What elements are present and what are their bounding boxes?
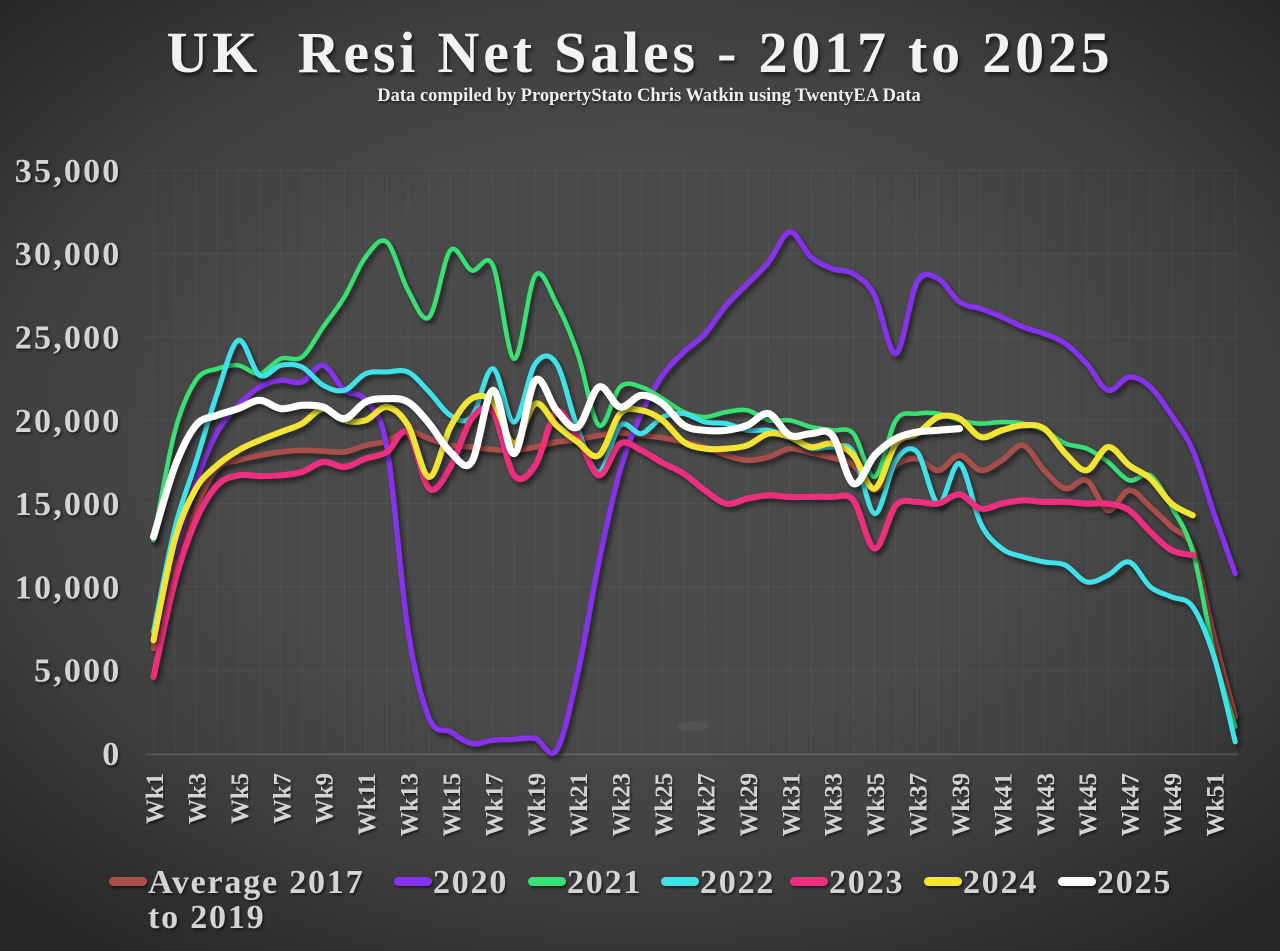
svg-text:2020: 2020 <box>433 864 508 901</box>
svg-text:Wk31: Wk31 <box>778 773 805 836</box>
svg-text:25,000: 25,000 <box>15 320 122 357</box>
svg-text:Wk17: Wk17 <box>481 773 508 836</box>
svg-text:20,000: 20,000 <box>15 403 122 440</box>
svg-text:2021: 2021 <box>567 864 642 901</box>
svg-text:15,000: 15,000 <box>15 486 122 523</box>
svg-text:Wk25: Wk25 <box>651 773 678 836</box>
svg-text:Wk49: Wk49 <box>1160 773 1187 836</box>
svg-text:2022: 2022 <box>700 864 775 901</box>
svg-text:Wk27: Wk27 <box>694 773 721 836</box>
svg-text:2023: 2023 <box>829 864 904 901</box>
svg-text:Wk3: Wk3 <box>184 773 211 824</box>
svg-text:2025: 2025 <box>1097 864 1172 901</box>
svg-text:Wk41: Wk41 <box>990 773 1017 836</box>
svg-text:10,000: 10,000 <box>15 569 122 606</box>
svg-text:0: 0 <box>102 736 121 773</box>
svg-text:Wk15: Wk15 <box>439 773 466 836</box>
svg-text:Wk45: Wk45 <box>1075 773 1102 836</box>
svg-text:Wk39: Wk39 <box>948 773 975 836</box>
svg-text:Wk37: Wk37 <box>906 773 933 836</box>
svg-text:Wk51: Wk51 <box>1203 773 1230 836</box>
svg-text:Wk35: Wk35 <box>863 773 890 836</box>
svg-text:30,000: 30,000 <box>15 236 122 273</box>
svg-text:Wk47: Wk47 <box>1118 773 1145 836</box>
svg-text:35,000: 35,000 <box>15 153 122 190</box>
svg-text:to 2019: to 2019 <box>148 899 265 936</box>
svg-text:Wk33: Wk33 <box>821 773 848 836</box>
svg-text:Wk13: Wk13 <box>397 773 424 836</box>
svg-text:Wk29: Wk29 <box>736 773 763 836</box>
svg-text:Wk21: Wk21 <box>566 773 593 836</box>
svg-text:Wk43: Wk43 <box>1033 773 1060 836</box>
svg-text:Wk9: Wk9 <box>312 773 339 824</box>
svg-text:2024: 2024 <box>963 864 1038 901</box>
svg-text:Average 2017: Average 2017 <box>148 864 364 901</box>
svg-text:5,000: 5,000 <box>34 653 122 690</box>
svg-text:Wk7: Wk7 <box>269 773 296 824</box>
svg-text:Wk23: Wk23 <box>609 773 636 836</box>
svg-text:Wk1: Wk1 <box>142 773 169 824</box>
svg-text:Wk11: Wk11 <box>354 773 381 835</box>
svg-text:Wk19: Wk19 <box>524 773 551 836</box>
svg-text:Wk5: Wk5 <box>227 773 254 824</box>
